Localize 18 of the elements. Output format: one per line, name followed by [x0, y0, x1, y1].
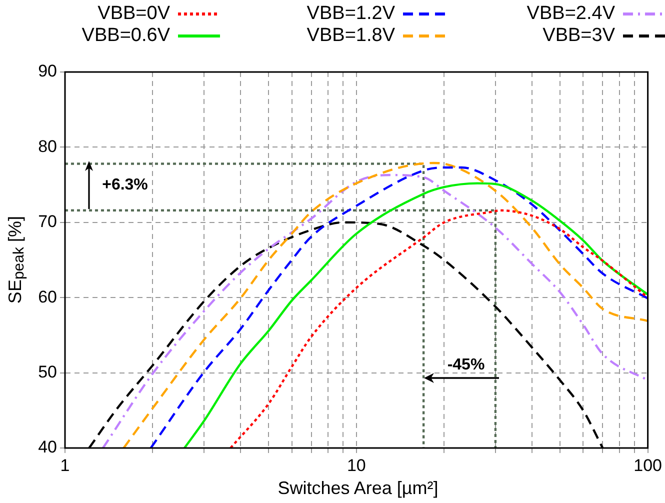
- y-tick-label: 40: [38, 438, 57, 457]
- legend-label: VBB=0.6V: [80, 25, 170, 47]
- y-tick-label: 80: [38, 136, 57, 156]
- y-tick-label: 70: [38, 212, 57, 232]
- x-tick-label: 10: [346, 456, 366, 475]
- x-axis-title: Switches Area [µm²]: [276, 478, 440, 499]
- legend-label: VBB=2.4V: [526, 3, 615, 25]
- legend-label: VBB=0V: [96, 3, 170, 25]
- annotation: -45%: [447, 356, 485, 374]
- legend-label: VBB=3V: [542, 25, 615, 47]
- annotation: +6.3%: [102, 176, 148, 194]
- y-tick-label: 60: [38, 287, 57, 306]
- y-tick-label: 50: [38, 362, 57, 382]
- legend-label: VBB=1.2V: [306, 3, 395, 25]
- x-tick-label: 100: [634, 456, 662, 475]
- x-tick-label: 1: [60, 456, 70, 475]
- legend-label: VBB=1.8V: [306, 25, 395, 47]
- y-tick-label: 90: [38, 62, 57, 81]
